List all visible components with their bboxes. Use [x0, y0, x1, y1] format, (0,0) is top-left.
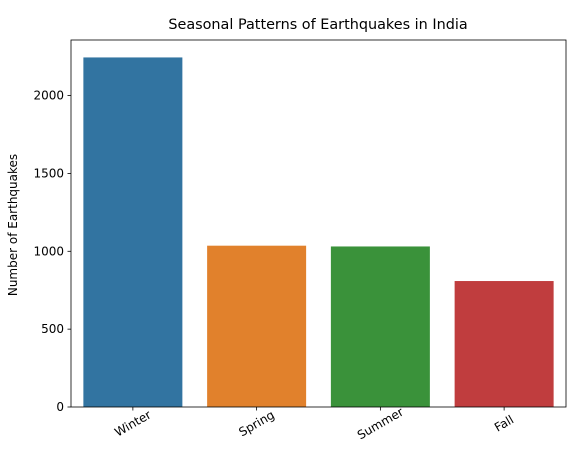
x-tick-label: Spring: [236, 408, 277, 439]
y-tick-label: 1500: [33, 166, 64, 180]
bars-layer: [83, 57, 554, 407]
y-tick-label: 2000: [33, 89, 64, 103]
bar-fall: [454, 281, 554, 407]
bar-spring: [207, 245, 307, 407]
y-tick-label: 0: [56, 400, 64, 414]
x-tick-label: Winter: [112, 408, 153, 440]
plot-frame: [70, 39, 567, 408]
y-tick-label: 1000: [33, 244, 64, 258]
chart-title: Seasonal Patterns of Earthquakes in Indi…: [168, 17, 467, 33]
y-axis-label: Number of Earthquakes: [6, 154, 20, 296]
bar-summer: [330, 246, 430, 407]
x-tick-label: Fall: [492, 413, 516, 435]
x-axis-ticks: Winter Spring Summer Fall: [112, 405, 516, 443]
bar-winter: [83, 57, 183, 407]
y-axis-ticks: 0 500 1000 1500 2000: [33, 89, 71, 414]
y-tick-label: 500: [41, 322, 64, 336]
